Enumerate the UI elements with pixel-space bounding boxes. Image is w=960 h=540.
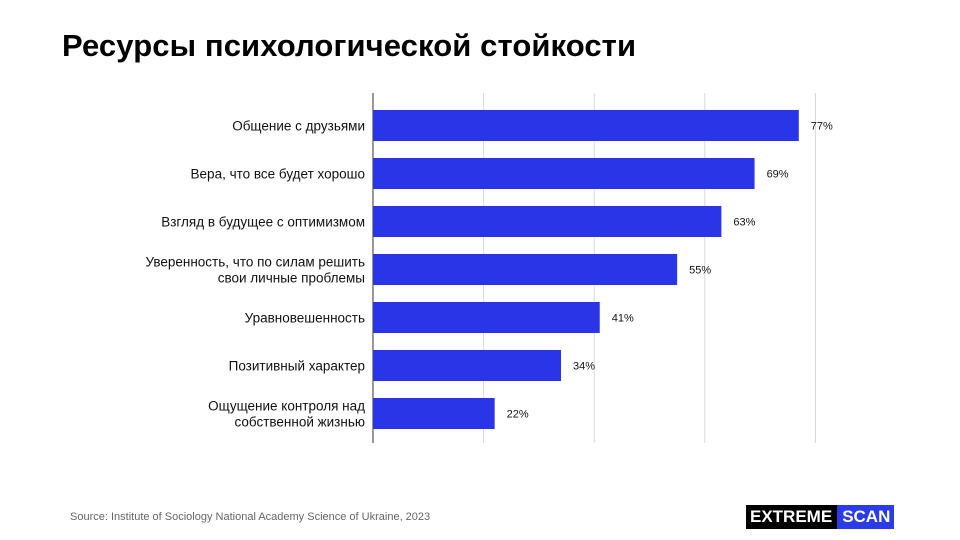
category-label: Уверенность, что по силам решить свои лич…: [146, 255, 365, 286]
value-label: 22%: [507, 409, 529, 421]
bar: [373, 254, 678, 285]
bar: [373, 302, 600, 333]
category-label: Уравновешенность: [245, 311, 365, 326]
bar: [373, 110, 799, 141]
bar: [373, 398, 495, 429]
logo-part-scan: SCAN: [837, 505, 895, 529]
category-label: Позитивный характер: [229, 359, 365, 374]
bar: [373, 206, 722, 237]
value-label: 77%: [811, 121, 833, 133]
category-label: Вера, что все будет хорошо: [191, 167, 365, 182]
value-label: 55%: [689, 265, 711, 277]
value-label: 41%: [612, 313, 634, 325]
category-label: Взгляд в будущее с оптимизмом: [161, 215, 365, 230]
logo-part-extreme: EXTREME: [746, 505, 838, 529]
value-label: 69%: [767, 169, 789, 181]
category-label: Общение с друзьями: [232, 119, 365, 134]
value-label: 63%: [733, 217, 755, 229]
category-label: Ощущение контроля над собственной жизнью: [208, 399, 365, 430]
bar: [373, 350, 562, 381]
value-label: 34%: [573, 361, 595, 373]
bar: [373, 158, 755, 189]
source-note: Source: Institute of Sociology National …: [70, 511, 431, 523]
chart-title: Ресурсы психологической стойкости: [62, 28, 637, 63]
extreme-scan-logo: EXTREME SCAN: [746, 505, 895, 529]
